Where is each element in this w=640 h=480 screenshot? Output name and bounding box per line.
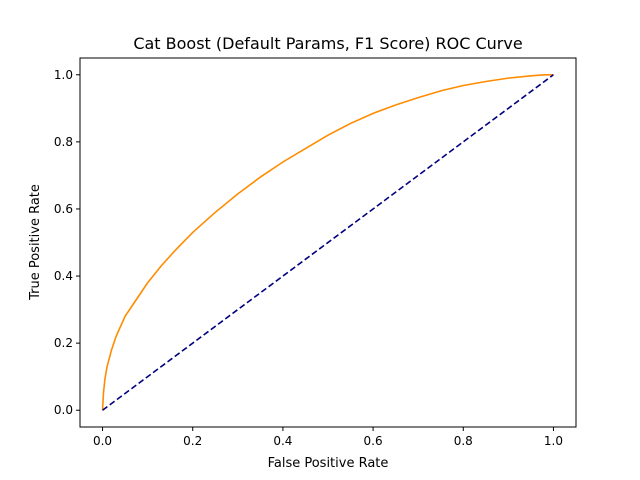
series-layer [101, 73, 554, 411]
x-tick-label: 0.6 [364, 434, 383, 448]
y-axis-ticks: 0.0 0.2 0.4 0.6 0.8 1.0 [54, 68, 80, 417]
roc-curve-line [101, 73, 554, 411]
x-tick-label: 0.2 [183, 434, 202, 448]
chart-title: Cat Boost (Default Params, F1 Score) ROC… [133, 34, 522, 53]
y-tick-label: 0.0 [54, 403, 73, 417]
y-tick-label: 0.8 [54, 135, 73, 149]
x-tick-label: 0.8 [454, 434, 473, 448]
x-tick-label: 1.0 [544, 434, 563, 448]
x-tick-label: 0.0 [93, 434, 112, 448]
y-tick-label: 0.4 [54, 269, 73, 283]
axes-frame [79, 57, 577, 428]
x-tick-label: 0.4 [273, 434, 292, 448]
y-tick-label: 1.0 [54, 68, 73, 82]
chance-diagonal-line [102, 74, 554, 411]
x-axis-ticks: 0.0 0.2 0.4 0.6 0.8 1.0 [93, 427, 563, 448]
y-tick-label: 0.6 [54, 202, 73, 216]
y-tick-label: 0.2 [54, 336, 73, 350]
y-axis-label: True Positive Rate [28, 184, 43, 301]
x-axis-label: False Positive Rate [268, 456, 389, 471]
